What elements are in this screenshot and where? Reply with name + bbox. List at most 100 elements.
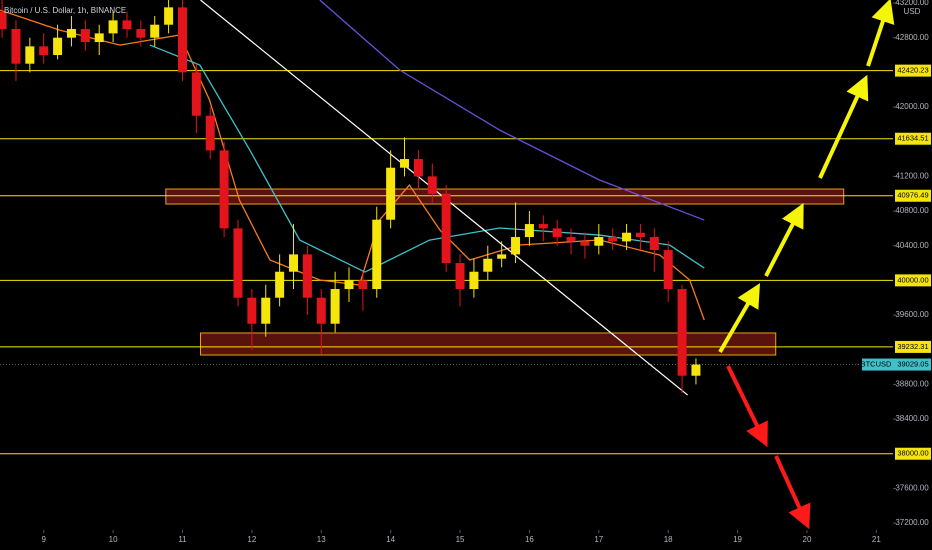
candle-body: [691, 364, 701, 376]
level-label: 42420.23: [897, 66, 928, 75]
candle-body: [330, 289, 340, 324]
level-label: 40000.00: [897, 275, 928, 284]
y-tick-label: 43200.00: [895, 0, 929, 7]
candle-body: [136, 29, 146, 38]
candle-body: [552, 228, 562, 238]
x-tick-label: 14: [386, 535, 395, 544]
candle-body: [80, 29, 90, 43]
x-tick-label: 20: [803, 535, 812, 544]
x-tick-label: 16: [525, 535, 534, 544]
level-tag: [895, 132, 931, 145]
candle-body: [289, 254, 299, 272]
arrow: [774, 455, 811, 530]
y-tick-label: 42800.00: [895, 33, 929, 42]
candle-body: [344, 280, 354, 290]
candle-body: [566, 237, 576, 242]
x-tick-label: 11: [178, 535, 187, 544]
last-price-symbol: BTCUSD: [861, 360, 892, 369]
candle-body: [372, 219, 382, 290]
y-tick-label: 39600.00: [895, 310, 929, 319]
candle-body: [594, 237, 604, 246]
candle-body: [261, 297, 271, 324]
level-label: 38000.00: [897, 449, 928, 458]
candle-body: [635, 232, 645, 238]
candle-body: [11, 29, 21, 64]
candle-body: [191, 72, 201, 116]
level-tag: [895, 274, 931, 287]
y-tick-label: 40400.00: [895, 241, 929, 250]
y-tick-label: 42000.00: [895, 102, 929, 111]
moving-average: [319, 0, 705, 221]
candle-body: [455, 263, 465, 290]
candle-body: [150, 24, 160, 38]
candle-body: [483, 258, 493, 272]
candle-body: [0, 11, 7, 30]
chart-title: Bitcoin / U.S. Dollar, 1h, BINANCE: [4, 6, 126, 15]
candle-body: [649, 237, 659, 251]
y-tick-label: 38400.00: [895, 414, 929, 423]
x-tick-label: 10: [109, 535, 118, 544]
level-tag: [895, 447, 931, 460]
y-tick-label: 37200.00: [895, 518, 929, 527]
candle-body: [122, 20, 132, 30]
candle-body: [427, 176, 437, 194]
candle-body: [622, 232, 632, 242]
candle-body: [94, 33, 104, 43]
candle-body: [580, 241, 590, 246]
y-tick-label: 40800.00: [895, 206, 929, 215]
candle-body: [219, 150, 229, 229]
candle-body: [511, 237, 521, 255]
candle-body: [205, 115, 215, 151]
moving-average: [149, 44, 705, 273]
arrow: [718, 283, 761, 354]
arrow: [866, 0, 895, 67]
candle-body: [386, 167, 396, 220]
x-tick-label: 19: [733, 535, 742, 544]
candle-body: [25, 46, 35, 64]
candle-body: [358, 280, 368, 290]
moving-average: [0, 9, 705, 321]
x-tick-label: 17: [594, 535, 603, 544]
candle-body: [316, 297, 326, 324]
y-tick-label: 41200.00: [895, 171, 929, 180]
y-tick-label: 37600.00: [895, 484, 929, 493]
level-tag: [895, 340, 931, 353]
candle-body: [400, 159, 410, 168]
candle-body: [413, 159, 423, 177]
x-tick-label: 15: [456, 535, 465, 544]
zone: [165, 188, 845, 205]
arrow: [726, 365, 768, 448]
candle-body: [233, 228, 243, 298]
x-tick-label: 21: [872, 535, 881, 544]
arrow: [764, 202, 804, 277]
candle-body: [108, 20, 118, 34]
candle-body: [524, 224, 534, 238]
level-tag: [895, 64, 931, 77]
level-tag: [895, 189, 931, 202]
candle-body: [441, 193, 451, 264]
x-tick-label: 13: [317, 535, 326, 544]
candle-body: [39, 46, 49, 56]
candle-body: [177, 7, 187, 73]
last-price-tag: [862, 358, 931, 371]
level-label: 39232.31: [897, 342, 928, 351]
level-label: 40976.49: [897, 191, 928, 200]
candle-body: [247, 297, 257, 324]
y-tick-label: 38800.00: [895, 380, 929, 389]
axes: Bitcoin / U.S. Dollar, 1h, BINANCE USD 4…: [4, 0, 931, 544]
arrow: [818, 74, 869, 179]
candle-body: [497, 254, 507, 259]
zone: [200, 332, 777, 356]
x-tick-label: 12: [247, 535, 256, 544]
candle-body: [53, 37, 63, 56]
candle-body: [66, 29, 76, 38]
candle-body: [164, 7, 174, 25]
plot-area: [0, 0, 893, 455]
x-tick-label: 9: [41, 535, 46, 544]
currency-label: USD: [904, 7, 921, 16]
last-price-label: 39029.05: [897, 360, 928, 369]
candle-body: [302, 254, 312, 298]
level-label: 41634.51: [897, 134, 928, 143]
